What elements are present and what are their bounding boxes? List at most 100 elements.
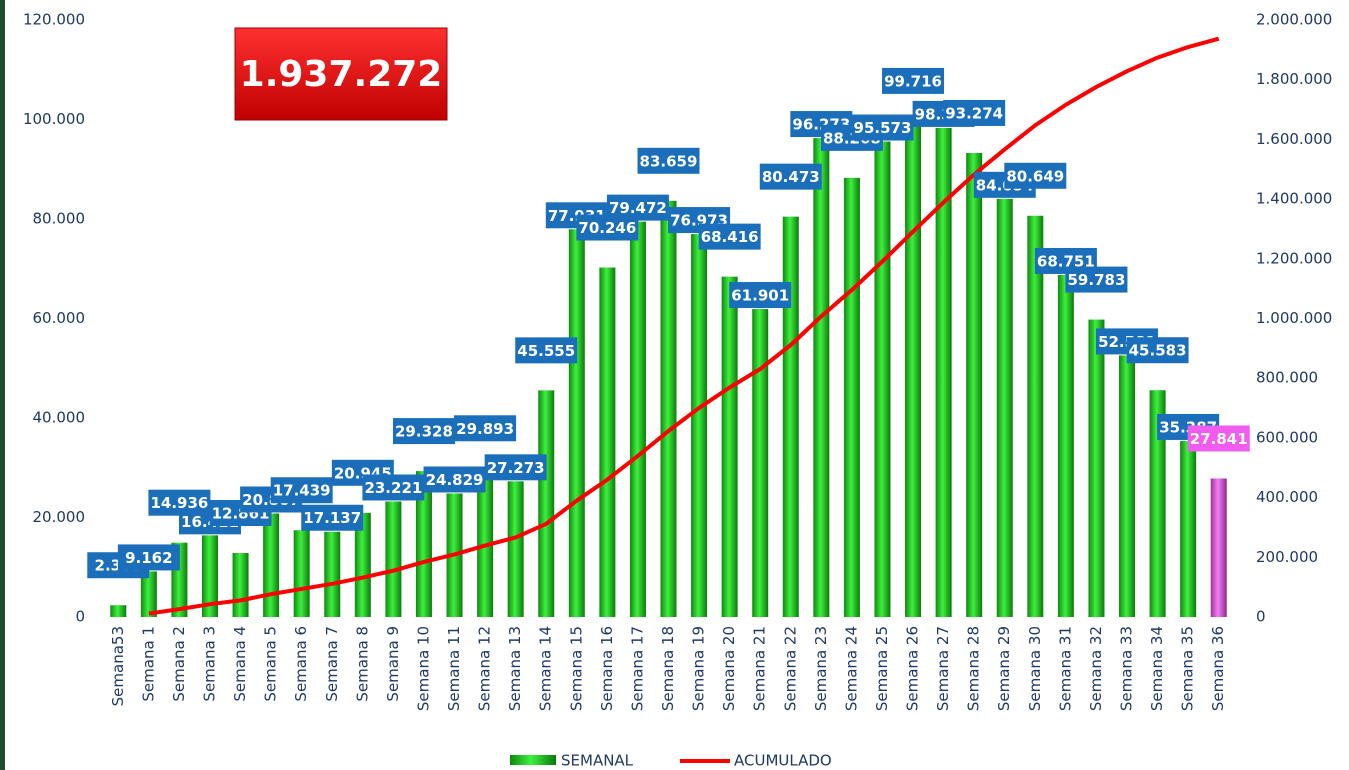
y2-tick-label: 1.800.000 [1256,70,1332,88]
x-tick-label: Semana 19 [690,626,708,711]
y-tick-label: 0 [75,608,85,626]
bar [1088,319,1105,617]
x-tick-label: Semana 32 [1087,626,1105,711]
value-label: 70.246 [578,219,636,237]
value-label: 29.893 [456,420,514,438]
line [148,36,1220,616]
bar [263,513,280,617]
legend-label: SEMANAL [561,752,634,770]
bar [293,530,310,617]
value-label: 79.472 [609,199,667,217]
y2-tick-label: 1.200.000 [1256,249,1332,267]
x-tick-label: Semana 26 [904,626,922,711]
bar [1149,390,1166,617]
y2-tick-label: 800.000 [1256,369,1318,387]
x-tick-label: Semana 9 [384,626,402,702]
total-annotation: 1.937.272 [240,54,443,95]
x-tick-label: Semana 20 [720,626,738,711]
bar [1210,478,1227,617]
value-label: 27.841 [1190,430,1248,448]
bar [629,221,646,617]
x-tick-label: Semana 24 [842,626,860,711]
value-label: 68.416 [701,228,759,246]
x-tick-label: Semana 31 [1056,626,1074,711]
x-tick-label: Semana 13 [506,626,524,711]
x-tick-label: Semana 17 [628,626,646,711]
x-tick-label: Semana 5 [262,626,280,702]
value-label: 27.273 [487,459,545,477]
x-tick-label: Semana 11 [445,626,463,711]
bar [1057,274,1074,617]
x-tick-label: Semana53 [109,626,127,706]
bar [507,481,524,617]
y2-tick-label: 600.000 [1256,428,1318,446]
bar [996,198,1013,617]
y-tick-label: 100.000 [23,110,85,128]
x-tick-label: Semana 10 [414,626,432,711]
value-label-box [759,163,822,190]
y-tick-label: 80.000 [33,210,86,228]
value-label: 29.328 [395,423,453,441]
x-tick-label: Semana 34 [1148,626,1166,711]
x-tick-label: Semana 8 [353,626,371,702]
value-label-box [1126,337,1189,364]
bar [568,229,585,617]
bar [721,276,738,617]
x-tick-label: Semana 25 [873,626,891,711]
x-tick-label: Semana 30 [1026,626,1044,711]
x-tick-label: Semana 1 [139,626,157,702]
y2-tick-label: 1.600.000 [1256,130,1332,148]
value-label: 17.137 [303,509,361,527]
value-label-box [454,415,517,442]
value-label-box [301,504,364,531]
value-label: 93.274 [945,104,1003,122]
y-tick-label: 20.000 [33,508,86,526]
value-label-box [882,67,945,94]
value-label: 24.829 [426,471,484,489]
value-label: 99.716 [884,72,942,90]
bar [201,535,218,617]
value-label-box [729,282,792,309]
bar [599,267,616,617]
x-tick-label: Semana 29 [995,626,1013,711]
bar [905,120,922,617]
bar [538,390,555,617]
y2-tick-label: 2.000.000 [1256,11,1332,29]
value-label-box [1187,425,1250,452]
x-tick-label: Semana 36 [1209,626,1227,711]
x-tick-label: Semana 23 [812,626,830,711]
value-label-box [851,114,914,141]
x-tick-label: Semana 18 [659,626,677,711]
y-tick-label: 120.000 [23,11,85,29]
value-label: 80.473 [762,168,820,186]
bar [1119,355,1136,617]
x-tick-label: Semana 27 [934,626,952,711]
bar [813,138,830,618]
left-edge [0,0,5,770]
value-label: 83.659 [640,152,698,170]
y2-tick-label: 400.000 [1256,488,1318,506]
value-label-box [637,147,700,174]
legend-swatch-bar [510,755,556,765]
y2-tick-label: 1.000.000 [1256,309,1332,327]
legend-label: ACUMULADO [734,752,832,770]
value-label: 14.936 [150,494,208,512]
bar [752,309,769,617]
bar [110,605,127,617]
value-label-box [392,418,455,445]
bar [324,531,341,617]
value-label: 45.583 [1129,342,1187,360]
bar [385,501,402,617]
value-label: 9.162 [125,549,172,567]
bar [691,234,708,617]
value-label: 45.555 [517,342,575,360]
value-label-box [270,477,333,504]
bar [477,468,494,617]
x-tick-label: Semana 33 [1118,626,1136,711]
x-tick-label: Semana 3 [200,626,218,702]
value-label-box [484,454,547,481]
bar [843,177,860,617]
value-label-box [423,466,486,493]
y2-tick-label: 1.400.000 [1256,190,1332,208]
